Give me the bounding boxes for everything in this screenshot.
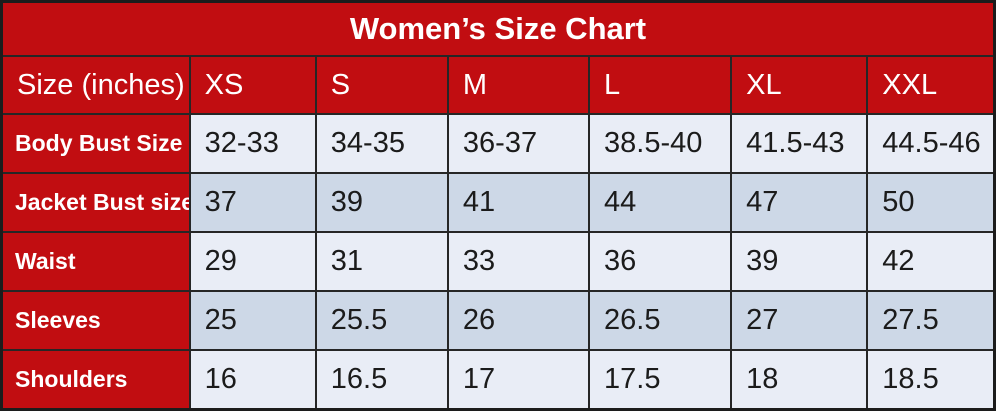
data-cell: 44 xyxy=(588,172,733,233)
data-cell: 16 xyxy=(188,349,317,410)
data-cell: 36 xyxy=(588,231,733,292)
header-cell-m: M xyxy=(446,55,591,115)
data-cell: 39 xyxy=(730,231,869,292)
chart-title: Women’s Size Chart xyxy=(0,0,996,57)
table-row-shoulders: Shoulders 16 16.5 17 17.5 18 18.5 xyxy=(0,349,996,410)
header-cell-size-inches: Size (inches) xyxy=(0,55,191,115)
data-cell: 44.5-46 xyxy=(866,113,996,174)
row-label-shoulders: Shoulders xyxy=(0,349,191,410)
data-cell: 29 xyxy=(188,231,317,292)
data-cell: 26 xyxy=(446,290,591,351)
row-label-jacket-bust: Jacket Bust size xyxy=(0,172,191,233)
header-cell-xxl: XXL xyxy=(866,55,996,115)
header-cell-l: L xyxy=(588,55,733,115)
data-cell: 47 xyxy=(730,172,869,233)
table-row-jacket-bust: Jacket Bust size 37 39 41 44 47 50 xyxy=(0,172,996,233)
table-row-sleeves: Sleeves 25 25.5 26 26.5 27 27.5 xyxy=(0,290,996,351)
header-cell-s: S xyxy=(314,55,449,115)
data-cell: 27 xyxy=(730,290,869,351)
data-cell: 16.5 xyxy=(314,349,449,410)
data-cell: 34-35 xyxy=(314,113,449,174)
header-cell-xs: XS xyxy=(188,55,317,115)
data-cell: 17 xyxy=(446,349,591,410)
data-cell: 36-37 xyxy=(446,113,591,174)
data-cell: 50 xyxy=(866,172,996,233)
data-cell: 18.5 xyxy=(866,349,996,410)
data-cell: 17.5 xyxy=(588,349,733,410)
data-cell: 25.5 xyxy=(314,290,449,351)
title-row: Women’s Size Chart xyxy=(0,0,996,57)
header-cell-xl: XL xyxy=(730,55,869,115)
data-cell: 26.5 xyxy=(588,290,733,351)
table-row-waist: Waist 29 31 33 36 39 42 xyxy=(0,231,996,292)
data-cell: 31 xyxy=(314,231,449,292)
table-row-body-bust: Body Bust Size 32-33 34-35 36-37 38.5-40… xyxy=(0,113,996,174)
data-cell: 25 xyxy=(188,290,317,351)
data-cell: 32-33 xyxy=(188,113,317,174)
row-label-body-bust: Body Bust Size xyxy=(0,113,191,174)
data-cell: 42 xyxy=(866,231,996,292)
data-cell: 27.5 xyxy=(866,290,996,351)
data-cell: 18 xyxy=(730,349,869,410)
row-label-sleeves: Sleeves xyxy=(0,290,191,351)
data-cell: 37 xyxy=(188,172,317,233)
data-cell: 38.5-40 xyxy=(588,113,733,174)
row-label-waist: Waist xyxy=(0,231,191,292)
header-row: Size (inches) XS S M L XL XXL xyxy=(0,55,996,115)
data-cell: 39 xyxy=(314,172,449,233)
data-cell: 41.5-43 xyxy=(730,113,869,174)
data-cell: 41 xyxy=(446,172,591,233)
data-cell: 33 xyxy=(446,231,591,292)
